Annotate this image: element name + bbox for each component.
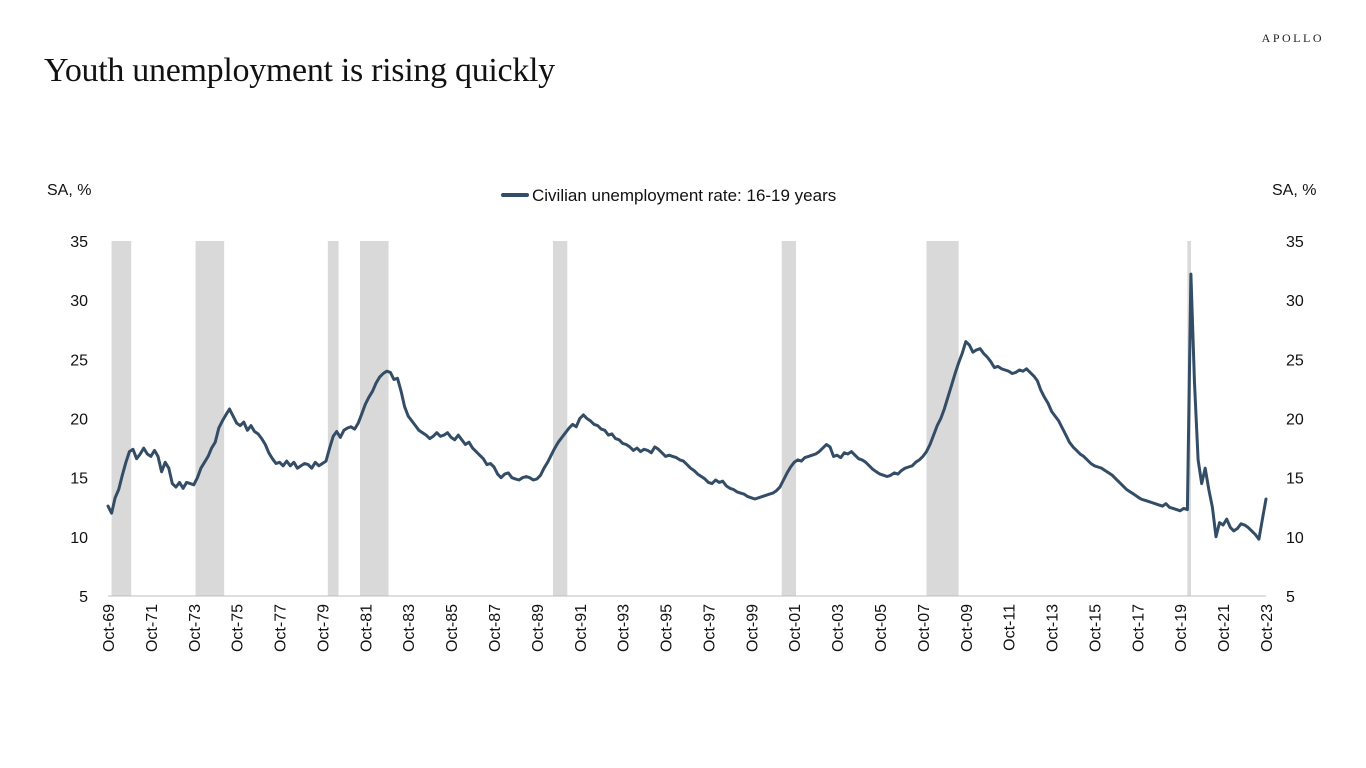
- y-tick-label-left: 30: [70, 293, 88, 310]
- x-tick-label: Oct-93: [616, 604, 633, 652]
- recession-band: [359, 241, 389, 596]
- y-tick-label-right: 35: [1286, 234, 1304, 251]
- y-axis-unit-left: SA, %: [47, 182, 91, 199]
- y-tick-label-left: 20: [70, 412, 88, 429]
- x-tick-label: Oct-83: [401, 604, 418, 652]
- x-tick-label: Oct-05: [873, 604, 890, 652]
- y-tick-label-left: 15: [70, 471, 88, 488]
- y-tick-label-left: 25: [70, 352, 88, 369]
- y-tick-label-left: 5: [79, 589, 88, 606]
- page-title: Youth unemployment is rising quickly: [44, 52, 555, 89]
- x-tick-label: Oct-23: [1259, 604, 1276, 652]
- x-tick-label: Oct-15: [1087, 604, 1104, 652]
- x-tick-label: Oct-21: [1216, 604, 1233, 652]
- chart-axes: 5 5 10 10 15 15 20 20 25 25 30 30 35 35 SA, % SA, % Oct-…: [47, 182, 1316, 652]
- recession-band: [926, 241, 959, 596]
- x-tick-label: Oct-73: [187, 604, 204, 652]
- chart-series: [106, 272, 1268, 541]
- x-tick-label: Oct-69: [101, 604, 118, 652]
- recession-bands: [111, 241, 1191, 596]
- x-tick-label: Oct-01: [787, 604, 804, 652]
- y-tick-label-right: 10: [1286, 530, 1304, 547]
- recession-band: [552, 241, 568, 596]
- x-tick-label: Oct-71: [144, 604, 161, 652]
- x-tick-label: Oct-11: [1002, 604, 1019, 651]
- legend-label: Civilian unemployment rate: 16-19 years: [532, 186, 836, 205]
- y-axis-unit-right: SA, %: [1272, 182, 1316, 199]
- series-line: [106, 272, 1268, 541]
- x-tick-label: Oct-85: [444, 604, 461, 652]
- x-tick-label: Oct-87: [487, 604, 504, 652]
- recession-band: [327, 241, 339, 596]
- x-tick-label: Oct-97: [701, 604, 718, 652]
- y-tick-label-left: 35: [70, 234, 88, 251]
- y-tick-label-right: 15: [1286, 471, 1304, 488]
- x-tick-label: Oct-19: [1173, 604, 1190, 652]
- x-tick-label: Oct-95: [659, 604, 676, 652]
- x-tick-label: Oct-77: [273, 604, 290, 652]
- y-tick-label-left: 10: [70, 530, 88, 547]
- x-tick-label: Oct-81: [358, 604, 375, 652]
- x-tick-label: Oct-79: [315, 604, 332, 652]
- x-tick-label: Oct-13: [1045, 604, 1062, 652]
- y-tick-label-right: 25: [1286, 352, 1304, 369]
- y-tick-label-right: 5: [1286, 589, 1295, 606]
- x-tick-label: Oct-99: [744, 604, 761, 652]
- y-tick-label-right: 30: [1286, 293, 1304, 310]
- x-tick-label: Oct-89: [530, 604, 547, 652]
- x-tick-label: Oct-75: [230, 604, 247, 652]
- x-tick-label: Oct-03: [830, 604, 847, 652]
- recession-band: [781, 241, 797, 596]
- brand-logo: APOLLO: [1261, 31, 1324, 45]
- x-tick-label: Oct-07: [916, 604, 933, 652]
- x-tick-label: Oct-09: [959, 604, 976, 652]
- x-tick-label: Oct-91: [573, 604, 590, 652]
- chart-legend: Civilian unemployment rate: 16-19 years: [501, 186, 836, 205]
- x-tick-label: Oct-17: [1130, 604, 1147, 652]
- recession-band: [111, 241, 132, 596]
- recession-band: [195, 241, 225, 596]
- y-tick-label-right: 20: [1286, 412, 1304, 429]
